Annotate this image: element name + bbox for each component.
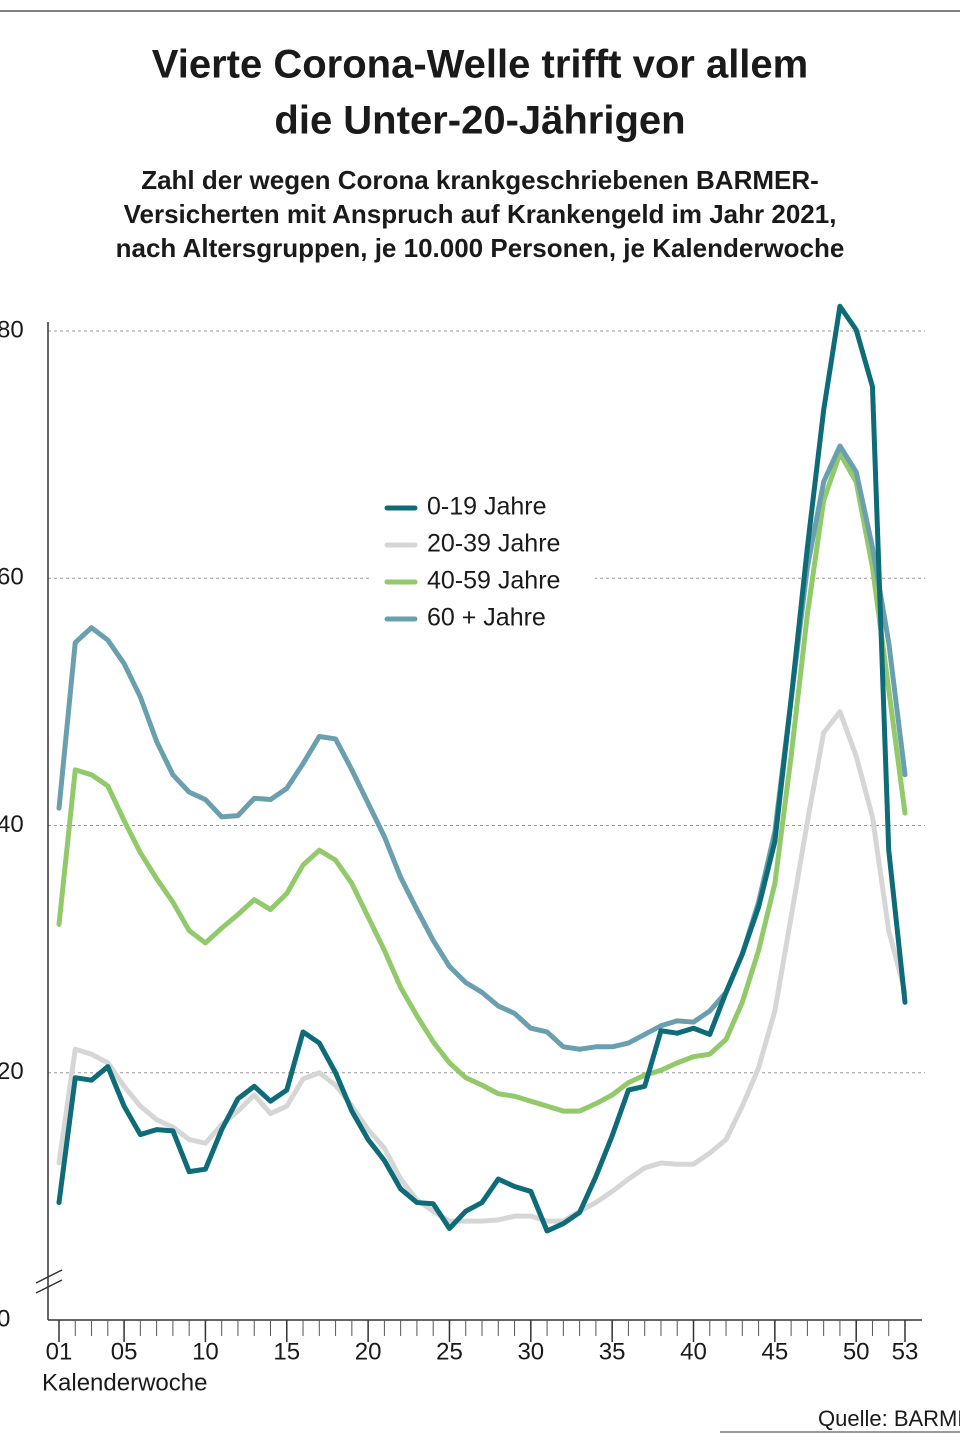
chart-subtitle: nach Altersgruppen, je 10.000 Personen, … bbox=[116, 233, 845, 263]
y-tick-label: 0 bbox=[0, 1305, 10, 1332]
series-line bbox=[56, 450, 908, 1114]
legend-box bbox=[370, 488, 595, 638]
x-tick-label: 10 bbox=[192, 1338, 219, 1365]
axis-break bbox=[35, 1279, 63, 1294]
legend-label: 40-59 Jahre bbox=[427, 567, 560, 595]
x-axis-label: Kalenderwoche bbox=[42, 1369, 207, 1396]
series-line bbox=[56, 303, 908, 1234]
chart-title: Vierte Corona-Welle trifft vor allem bbox=[152, 43, 808, 87]
chart-layer: Vierte Corona-Welle trifft vor allem die … bbox=[0, 43, 960, 1433]
y-tick-label: 80 bbox=[0, 316, 24, 343]
series-line bbox=[56, 709, 908, 1224]
x-tick-label: 01 bbox=[46, 1338, 73, 1365]
source: Quelle: BARMER bbox=[818, 1406, 960, 1431]
x-tick-label: 20 bbox=[355, 1338, 382, 1365]
x-tick-label: 15 bbox=[273, 1338, 300, 1365]
chart-subtitle: Zahl der wegen Corona krankgeschriebenen… bbox=[141, 165, 819, 195]
x-tick-label: 30 bbox=[517, 1338, 544, 1365]
y-tick-label: 20 bbox=[0, 1058, 24, 1085]
chart-subtitle: Versicherten mit Anspruch auf Krankengel… bbox=[124, 199, 837, 229]
x-tick-label: 53 bbox=[892, 1338, 919, 1365]
legend-label: 0-19 Jahre bbox=[427, 493, 547, 521]
x-tick-label: 40 bbox=[680, 1338, 707, 1365]
legend-label: 20-39 Jahre bbox=[427, 530, 560, 558]
x-tick-label: 05 bbox=[111, 1338, 138, 1365]
x-tick-label: 45 bbox=[761, 1338, 788, 1365]
legend-label: 60 + Jahre bbox=[427, 604, 546, 632]
axis-break bbox=[35, 1269, 63, 1284]
y-tick-label: 60 bbox=[0, 564, 24, 591]
x-tick-label: 35 bbox=[599, 1338, 626, 1365]
x-tick-label: 50 bbox=[843, 1338, 870, 1365]
y-tick-label: 40 bbox=[0, 811, 24, 838]
x-tick-label: 25 bbox=[436, 1338, 463, 1365]
chart-title: die Unter-20-Jährigen bbox=[274, 99, 685, 143]
